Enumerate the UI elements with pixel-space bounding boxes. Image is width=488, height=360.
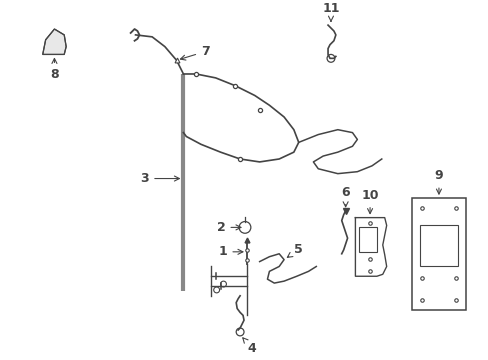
Text: 7: 7	[180, 45, 209, 60]
Text: 4: 4	[242, 338, 256, 355]
Bar	[359, 228, 376, 252]
Text: 11: 11	[322, 3, 339, 21]
Text: 1: 1	[218, 245, 243, 258]
Bar	[419, 225, 457, 266]
Text: 5: 5	[287, 243, 302, 257]
Text: 2: 2	[216, 221, 241, 234]
Text: 6: 6	[341, 186, 349, 207]
Text: 8: 8	[50, 58, 59, 81]
Bar	[411, 198, 465, 310]
Text: 9: 9	[434, 170, 442, 194]
Text: 3: 3	[141, 172, 179, 185]
Polygon shape	[42, 29, 66, 54]
Text: 10: 10	[361, 189, 378, 213]
